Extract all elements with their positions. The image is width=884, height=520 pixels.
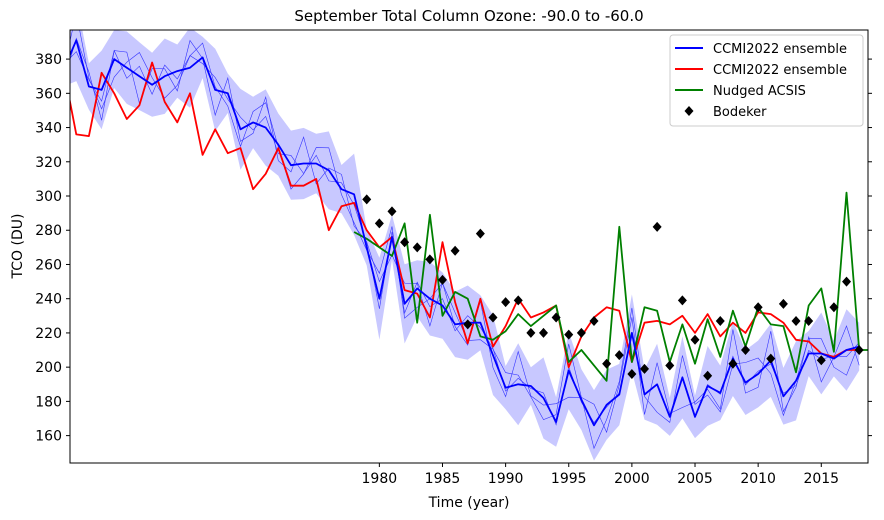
bodeker-point <box>488 312 498 323</box>
y-tick-label: 340 <box>35 121 62 137</box>
bodeker-point <box>412 242 422 253</box>
bodeker-point <box>400 237 410 248</box>
legend-marker <box>684 106 694 116</box>
bodeker-point <box>829 302 839 313</box>
bodeker-point <box>425 254 435 265</box>
bodeker-point <box>437 274 447 285</box>
bodeker-point <box>374 218 384 229</box>
bodeker-point <box>753 302 763 313</box>
y-tick-label: 320 <box>35 155 62 171</box>
bodeker-point <box>842 276 852 287</box>
x-tick-label: 2015 <box>803 471 839 487</box>
bodeker-point <box>614 350 624 361</box>
bodeker-point <box>867 193 868 196</box>
y-tick-label: 240 <box>35 292 62 308</box>
series-line-2 <box>353 191 868 382</box>
bodeker-point <box>627 369 637 380</box>
bodeker-point <box>564 329 574 340</box>
y-tick-label: 360 <box>35 86 62 102</box>
bodeker-point <box>387 206 397 217</box>
y-tick-label: 160 <box>35 429 62 445</box>
bodeker-point <box>715 315 725 326</box>
x-tick-label: 1990 <box>488 471 524 487</box>
x-tick-label: 2010 <box>740 471 776 487</box>
legend-label: Bodeker <box>713 105 767 120</box>
bodeker-point <box>513 295 523 306</box>
y-tick-label: 180 <box>35 394 62 410</box>
plot-frame <box>69 29 869 464</box>
series-line-0 <box>70 39 860 427</box>
bodeker-point <box>538 327 548 338</box>
bodeker-point <box>652 221 662 232</box>
x-tick-label: 2000 <box>614 471 650 487</box>
legend-box <box>669 34 864 127</box>
bodeker-point <box>741 345 751 356</box>
y-tick-label: 260 <box>35 257 62 273</box>
x-tick-label: 2005 <box>677 471 713 487</box>
ensemble-spread-band <box>70 30 860 461</box>
x-tick-label: 1985 <box>425 471 461 487</box>
bodeker-point <box>463 319 473 330</box>
bodeker-point <box>690 334 700 345</box>
x-tick-label: 1995 <box>551 471 587 487</box>
x-tick-label: 1980 <box>362 471 398 487</box>
bodeker-point <box>640 363 650 374</box>
y-tick-label: 300 <box>35 189 62 205</box>
legend-label: CCMI2022 ensemble <box>713 63 847 78</box>
x-axis-label: Time (year) <box>428 495 510 511</box>
series-lines <box>70 39 868 427</box>
legend-label: Nudged ACSIS <box>713 84 806 99</box>
bodeker-point <box>728 358 738 369</box>
y-tick-label: 380 <box>35 52 62 68</box>
chart-title: September Total Column Ozone: -90.0 to -… <box>294 7 643 25</box>
bodeker-point <box>791 315 801 326</box>
bodeker-point <box>526 327 536 338</box>
bodeker-point <box>703 370 713 381</box>
bodeker-point <box>804 315 814 326</box>
y-tick-label: 280 <box>35 223 62 239</box>
bodeker-point <box>854 345 864 356</box>
y-axis-label: TCO (DU) <box>10 214 26 280</box>
bodeker-point <box>450 245 460 256</box>
bodeker-point <box>362 194 372 205</box>
bodeker-point <box>766 353 776 364</box>
bodeker-point <box>677 295 687 306</box>
bodeker-point <box>576 327 586 338</box>
bodeker-point <box>475 228 485 239</box>
bodeker-point <box>501 297 511 308</box>
y-tick-label: 220 <box>35 326 62 342</box>
y-axis: 160 180 200 220 240 260 280 300 320 340 360 380 <box>35 52 872 445</box>
bodeker-markers <box>362 193 868 381</box>
x-axis: 1980 1985 1990 1995 2000 2005 2010 2015 <box>362 463 839 487</box>
bodeker-point <box>778 298 788 309</box>
bodeker-point <box>665 360 675 371</box>
bodeker-point <box>816 355 826 366</box>
legend-label: CCMI2022 ensemble <box>713 42 847 57</box>
bodeker-point <box>551 312 561 323</box>
ensemble-member-line <box>70 37 860 434</box>
bodeker-point <box>589 315 599 326</box>
legend: CCMI2022 ensemble CCMI2022 ensemble Nudged… <box>669 34 864 127</box>
y-tick-label: 200 <box>35 360 62 376</box>
uncertainty-band <box>70 30 860 461</box>
bodeker-point <box>602 358 612 369</box>
